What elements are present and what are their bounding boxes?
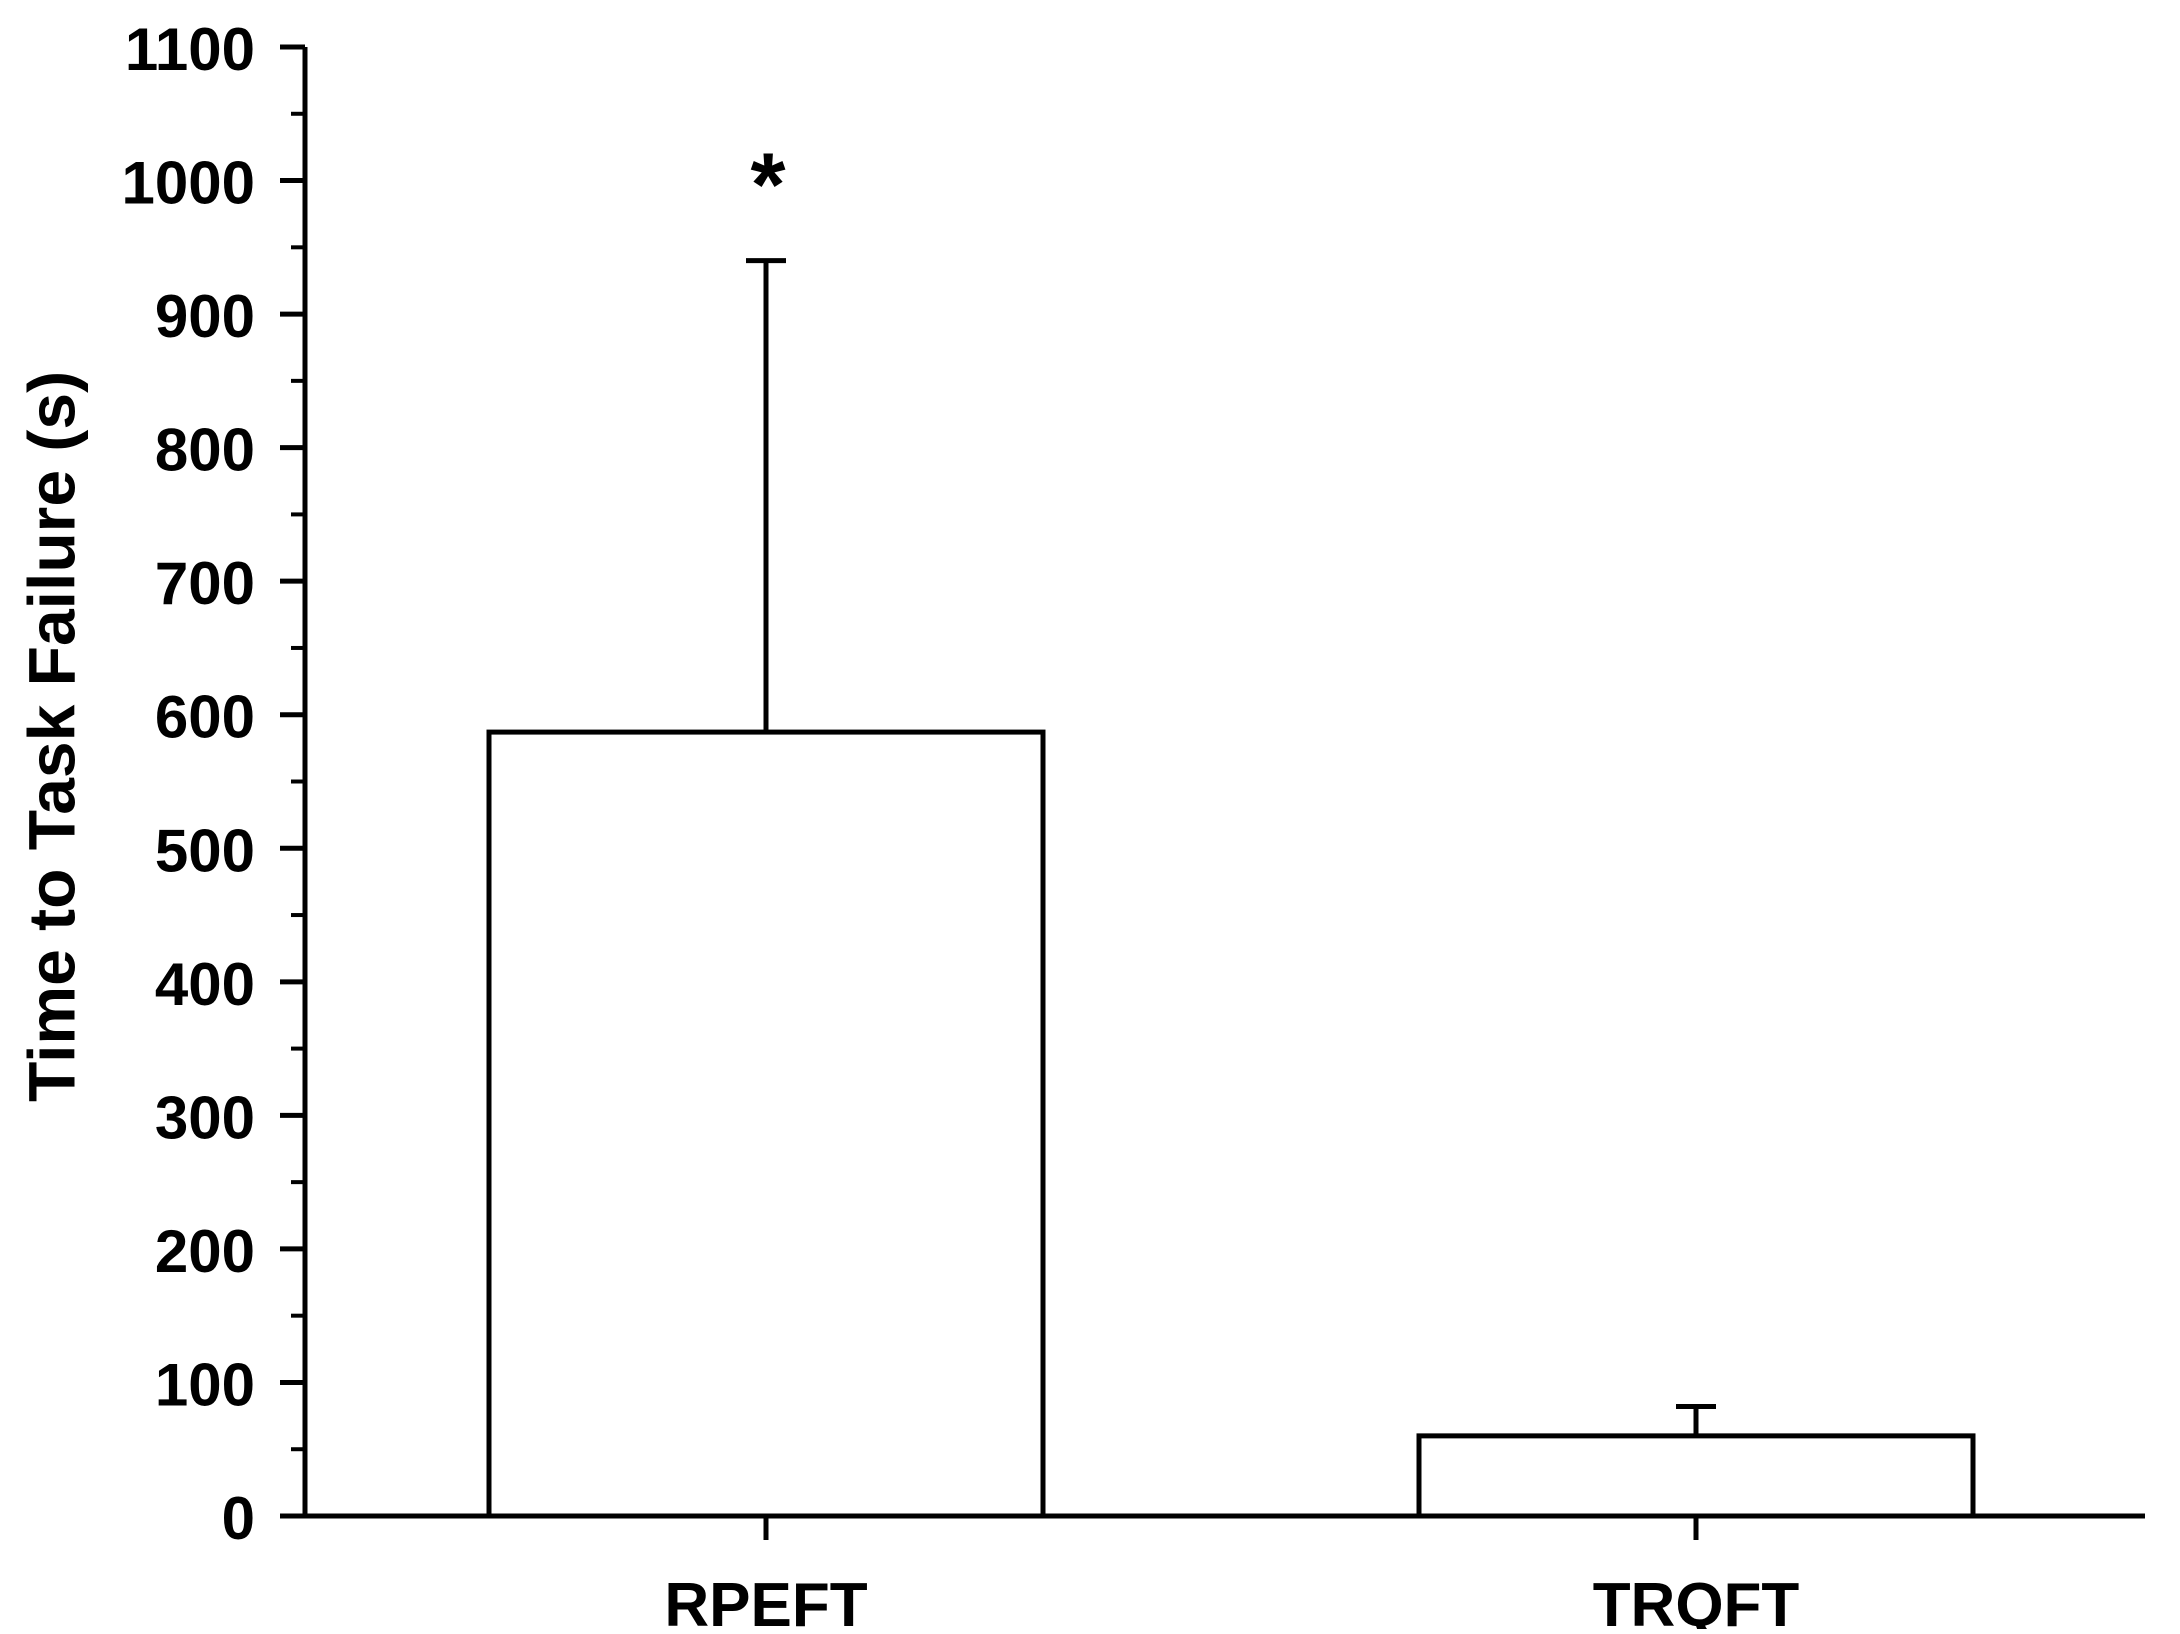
bars-layer bbox=[486, 729, 1976, 1519]
y-tick-label: 1000 bbox=[122, 150, 255, 217]
x-tick-label-trqft: TRQFT bbox=[1593, 1571, 1800, 1629]
significance-marker: * bbox=[750, 136, 785, 236]
y-tick-label: 1100 bbox=[125, 16, 255, 83]
y-tick-label: 0 bbox=[222, 1485, 255, 1552]
x-ticks-layer: RPEFT TRQFT bbox=[664, 1516, 1800, 1634]
y-tick-label: 700 bbox=[155, 550, 255, 617]
y-tick-label: 600 bbox=[155, 684, 255, 751]
bar-rpeft bbox=[486, 729, 1046, 1519]
y-tick-label: 900 bbox=[155, 283, 255, 350]
y-axis-title: Time to Task Failure (s) bbox=[14, 371, 88, 1102]
annotations-layer: * bbox=[750, 136, 785, 236]
error-bars-layer bbox=[746, 258, 1716, 1436]
y-tick-label: 500 bbox=[155, 817, 255, 884]
y-tick-label: 300 bbox=[155, 1084, 255, 1151]
y-tick-label: 400 bbox=[155, 951, 255, 1018]
y-tick-label: 800 bbox=[155, 417, 255, 484]
x-tick-label-rpeft: RPEFT bbox=[664, 1571, 867, 1629]
y-tick-label: 200 bbox=[155, 1218, 255, 1285]
bar-trqft bbox=[1416, 1433, 1976, 1519]
y-ticks-layer: 0 100 200 300 400 500 600 700 800 900 1000 1100 bbox=[122, 16, 305, 1552]
y-tick-label: 100 bbox=[155, 1351, 255, 1418]
